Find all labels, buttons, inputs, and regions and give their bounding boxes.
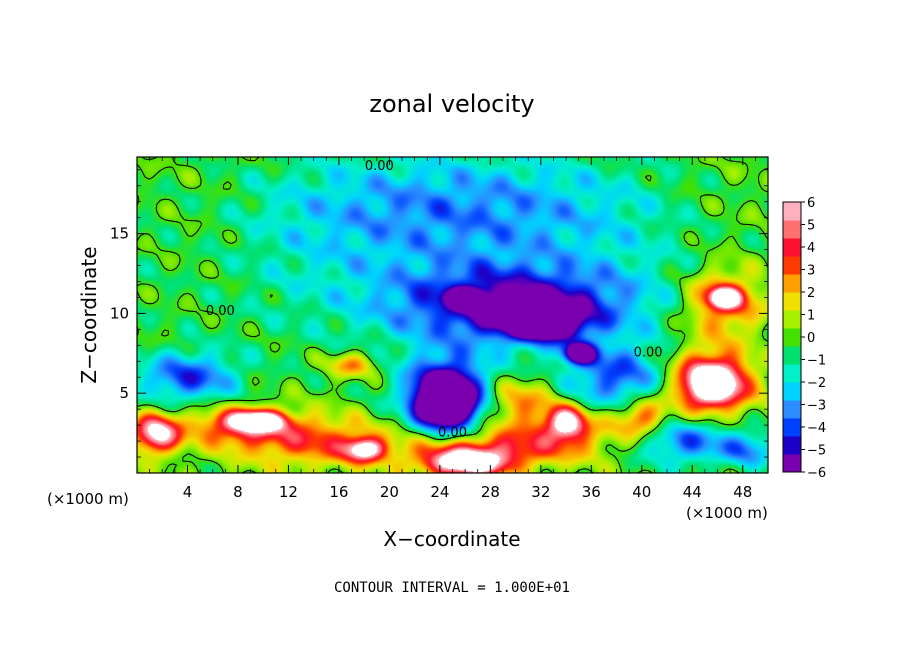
contour-interval-note: CONTOUR INTERVAL = 1.000E+01	[334, 580, 570, 596]
x-tick-label: 4	[183, 483, 193, 501]
x-tick-label: 40	[632, 483, 651, 501]
colorbar-swatch	[783, 364, 801, 383]
contour-label: 0.00	[438, 426, 467, 441]
x-tick-label: 28	[481, 483, 500, 501]
contour-label: 0.00	[634, 346, 663, 361]
x-axis-label: X−coordinate	[383, 527, 520, 551]
colorbar-tick-label: −6	[807, 466, 826, 481]
colorbar-tick-label: 1	[807, 309, 815, 324]
colorbar-swatch	[783, 328, 801, 347]
colorbar-tick-label: 2	[807, 286, 815, 301]
colorbar-tick-label: −5	[807, 444, 826, 459]
colorbar-swatch	[783, 274, 801, 293]
x-unit-label-right: (×1000 m)	[686, 504, 768, 522]
colorbar: 6 5 4 3 2 1 0 −1 −2 −3 −4 −5 −6	[782, 196, 826, 481]
colorbar-tick-label: −4	[807, 421, 826, 436]
colorbar-tick-label: 3	[807, 264, 815, 279]
x-tick-label: 12	[279, 483, 298, 501]
colorbar-tick-label: −1	[807, 354, 826, 369]
x-tick-label: 16	[329, 483, 348, 501]
colorbar-swatch	[783, 436, 801, 455]
colorbar-swatch	[783, 256, 801, 275]
y-tick-label: 10	[110, 304, 129, 322]
plot-area: 0.00 0.00 0.00 0.00	[136, 156, 769, 474]
colorbar-swatch	[783, 310, 801, 329]
colorbar-tick-label: 4	[807, 241, 815, 256]
colorbar-swatch	[783, 382, 801, 401]
colorbar-swatch	[783, 292, 801, 311]
x-tick-label: 36	[582, 483, 601, 501]
y-axis-label: Z−coordinate	[77, 246, 101, 383]
x-axis-ticks: 4 8 12 16 20 24 28 32 36 40 44 48	[149, 157, 756, 501]
colorbar-swatch	[783, 220, 801, 239]
y-axis-ticks: 5 10 15	[110, 169, 768, 458]
x-tick-label: 20	[380, 483, 399, 501]
x-tick-label: 24	[430, 483, 449, 501]
x-tick-label: 48	[733, 483, 752, 501]
contour-labels: 0.00 0.00 0.00 0.00	[206, 159, 663, 441]
contour-label: 0.00	[365, 159, 394, 174]
colorbar-swatch	[783, 454, 801, 473]
contour-label: 0.00	[206, 304, 235, 319]
colorbar-swatch	[783, 400, 801, 419]
colorbar-swatch	[783, 418, 801, 437]
y-tick-label: 5	[119, 384, 129, 402]
x-tick-label: 44	[683, 483, 702, 501]
colorbar-tick-label: 5	[807, 219, 815, 234]
y-tick-label: 15	[110, 225, 129, 243]
colorbar-tick-label: −2	[807, 376, 826, 391]
colorbar-tick-label: 0	[807, 331, 815, 346]
chart-title: zonal velocity	[369, 90, 534, 118]
colorbar-swatch	[783, 202, 801, 221]
x-tick-label: 8	[233, 483, 243, 501]
colorbar-swatch	[783, 346, 801, 365]
colorbar-tick-label: 6	[807, 196, 815, 211]
colorbar-tick-label: −3	[807, 399, 826, 414]
x-tick-label: 32	[531, 483, 550, 501]
x-unit-label-left: (×1000 m)	[47, 490, 129, 508]
colorbar-swatch	[783, 238, 801, 257]
